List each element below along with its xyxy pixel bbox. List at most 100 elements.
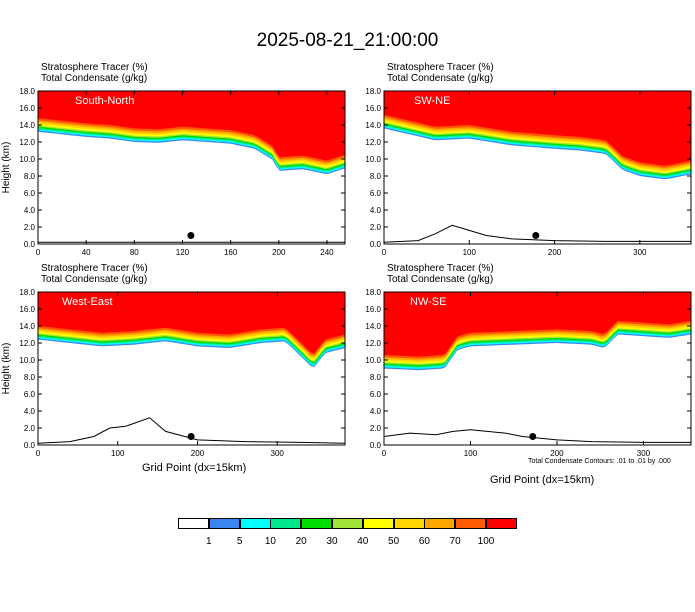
legend-swatch — [239, 518, 271, 529]
legend-label: 1 — [206, 536, 212, 547]
y-tick-label: 18.0 — [365, 87, 381, 96]
header-tracer: Stratosphere Tracer (%) — [387, 263, 494, 274]
header-condensate: Total Condensate (g/kg) — [387, 274, 494, 285]
panel-south-north: Stratosphere Tracer (%) Total Condensate… — [1, 62, 346, 257]
location-marker — [532, 232, 540, 239]
legend-label: 5 — [236, 536, 243, 547]
x-tick-label: 200 — [548, 248, 562, 257]
tracer-band — [384, 292, 691, 357]
y-tick-label: 18.0 — [19, 288, 35, 297]
y-tick-label: 16.0 — [19, 305, 35, 314]
location-marker — [187, 232, 195, 239]
y-tick-label: 12.0 — [19, 138, 35, 147]
y-tick-label: 2.0 — [24, 223, 36, 232]
y-tick-label: 10.0 — [19, 356, 35, 365]
x-tick-label: 300 — [633, 248, 647, 257]
y-tick-label: 6.0 — [24, 189, 36, 198]
y-tick-label: 8.0 — [24, 172, 36, 181]
y-tick-label: 8.0 — [370, 373, 382, 382]
x-tick-label: 200 — [550, 449, 564, 458]
x-tick-label: 300 — [637, 449, 651, 458]
x-axis-label-right: Grid Point (dx=15km) — [490, 474, 595, 486]
x-tick-label: 0 — [382, 248, 387, 257]
y-tick-label: 18.0 — [365, 288, 381, 297]
legend-swatch — [208, 518, 240, 529]
header-condensate: Total Condensate (g/kg) — [387, 73, 494, 84]
figure-title: 2025-08-21_21:00:00 — [256, 30, 439, 51]
y-tick-label: 14.0 — [365, 322, 381, 331]
plot-sw-ne: 0 100 200 300 0.0 2.0 4.0 6.0 8.0 10.0 12.0 14.0 16.… — [365, 87, 692, 257]
header-condensate: Total Condensate (g/kg) — [41, 274, 148, 285]
y-tick-label: 0.0 — [370, 240, 382, 249]
legend-swatch — [455, 518, 487, 529]
x-tick-label: 200 — [272, 248, 286, 257]
y-tick-label: 16.0 — [365, 104, 381, 113]
x-tick-label: 40 — [82, 248, 91, 257]
y-tick-label: 2.0 — [24, 424, 36, 433]
x-tick-label: 300 — [271, 449, 285, 458]
y-tick-label: 14.0 — [365, 121, 381, 130]
location-marker — [529, 433, 537, 440]
y-axis-label: Height (km) — [1, 142, 12, 194]
legend-label: 70 — [449, 536, 461, 547]
x-tick-label: 80 — [130, 248, 139, 257]
panel-label: NW-SE — [410, 296, 447, 308]
y-axis-label: Height (km) — [1, 343, 12, 395]
legend-label: 60 — [418, 536, 430, 547]
x-tick-label: 0 — [36, 449, 41, 458]
panel-west-east: Stratosphere Tracer (%) Total Condensate… — [1, 263, 346, 458]
y-tick-label: 10.0 — [19, 155, 35, 164]
legend-swatch — [393, 518, 425, 529]
y-tick-label: 16.0 — [19, 104, 35, 113]
tracer-band — [38, 91, 345, 161]
y-tick-label: 14.0 — [19, 121, 35, 130]
x-tick-label: 100 — [464, 449, 478, 458]
y-tick-label: 2.0 — [370, 424, 382, 433]
panel-header: Stratosphere Tracer (%) Total Condensate… — [387, 62, 494, 84]
legend-swatch — [486, 518, 517, 529]
y-tick-label: 8.0 — [370, 172, 382, 181]
y-tick-label: 0.0 — [370, 441, 382, 450]
x-tick-label: 0 — [382, 449, 387, 458]
contour-note: Total Condensate Contours: .01 to .01 by… — [528, 458, 671, 465]
header-tracer: Stratosphere Tracer (%) — [387, 62, 494, 73]
header-tracer: Stratosphere Tracer (%) — [41, 263, 148, 274]
header-condensate: Total Condensate (g/kg) — [41, 73, 148, 84]
y-tick-label: 8.0 — [24, 373, 36, 382]
y-tick-label: 18.0 — [19, 87, 35, 96]
y-tick-label: 12.0 — [19, 339, 35, 348]
y-tick-label: 4.0 — [24, 407, 36, 416]
x-tick-label: 0 — [36, 248, 41, 257]
x-tick-label: 240 — [320, 248, 334, 257]
panel-nw-se: Stratosphere Tracer (%) Total Condensate… — [365, 263, 692, 458]
x-tick-label: 120 — [176, 248, 190, 257]
y-tick-label: 6.0 — [24, 390, 36, 399]
panel-label: South-North — [75, 95, 135, 107]
panel-header: Stratosphere Tracer (%) Total Condensate… — [387, 263, 494, 285]
y-tick-label: 6.0 — [370, 390, 382, 399]
y-tick-label: 12.0 — [365, 339, 381, 348]
terrain-line — [383, 429, 691, 443]
legend-swatch — [332, 518, 363, 529]
y-tick-label: 0.0 — [24, 441, 36, 450]
plot-west-east: 0 100 200 300 0.0 2.0 4.0 6.0 8.0 10.0 12.0 14.0 16.… — [1, 288, 346, 458]
x-axis-label-left: Grid Point (dx=15km) — [142, 462, 247, 474]
panel-sw-ne: Stratosphere Tracer (%) Total Condensate… — [365, 62, 692, 257]
terrain-line — [383, 224, 691, 243]
legend-swatch — [301, 518, 333, 529]
tracer-band — [38, 292, 345, 354]
legend-label: 10 — [264, 536, 276, 547]
legend-label: 50 — [388, 536, 400, 547]
y-tick-label: 2.0 — [370, 223, 382, 232]
header-tracer: Stratosphere Tracer (%) — [41, 62, 148, 73]
x-tick-label: 160 — [224, 248, 238, 257]
legend-label: 20 — [295, 536, 307, 547]
y-tick-label: 10.0 — [365, 155, 381, 164]
y-tick-label: 6.0 — [370, 189, 382, 198]
x-tick-label: 200 — [191, 449, 205, 458]
terrain-line — [37, 417, 346, 444]
y-tick-label: 10.0 — [365, 356, 381, 365]
panel-header: Stratosphere Tracer (%) Total Condensate… — [41, 62, 148, 84]
legend-swatch — [424, 518, 456, 529]
y-tick-label: 4.0 — [370, 206, 382, 215]
